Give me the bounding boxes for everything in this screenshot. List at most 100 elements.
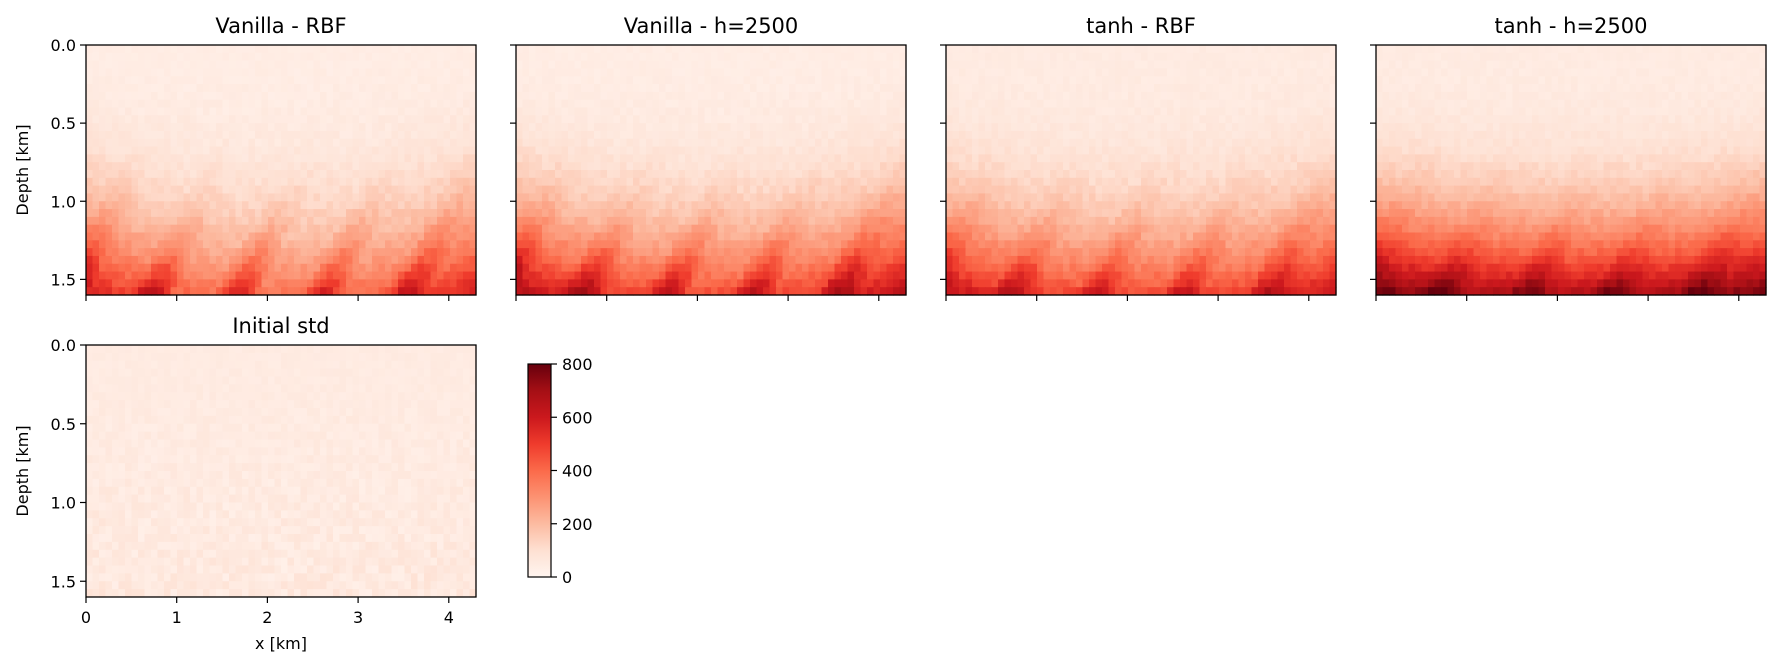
heatmap-cell <box>1121 170 1129 179</box>
heatmap-cell <box>607 232 615 241</box>
heatmap-cell <box>411 240 419 249</box>
heatmap-cell <box>535 185 543 195</box>
heatmap-cell <box>991 91 999 101</box>
heatmap-cell <box>326 201 334 210</box>
heatmap-cell <box>339 201 347 210</box>
heatmap-cell <box>678 170 686 179</box>
heatmap-cell <box>469 216 477 226</box>
heatmap-cell <box>391 271 399 280</box>
heatmap-cell <box>652 240 660 249</box>
heatmap-cell <box>242 84 250 93</box>
heatmap-cell <box>1297 123 1305 132</box>
heatmap-cell <box>294 232 302 241</box>
heatmap-cell <box>112 107 120 116</box>
heatmap-cell <box>724 193 732 202</box>
heatmap-cell <box>183 224 191 234</box>
heatmap-cell <box>711 255 719 265</box>
heatmap-cell <box>730 60 738 70</box>
heatmap-cell <box>365 232 373 241</box>
heatmap-cell <box>542 52 550 62</box>
heatmap-cell <box>307 271 315 280</box>
heatmap-cell <box>1024 99 1032 109</box>
heatmap-cell <box>607 68 615 77</box>
heatmap-cell <box>1193 170 1201 179</box>
heatmap-cell <box>112 209 120 218</box>
heatmap-cell <box>1128 130 1136 140</box>
heatmap-cell <box>1323 123 1331 132</box>
heatmap-cell <box>385 84 393 93</box>
heatmap-cell <box>946 177 954 187</box>
heatmap-cell <box>834 209 842 218</box>
heatmap-cell <box>183 177 191 187</box>
heatmap-cell <box>222 107 230 116</box>
heatmap-cell <box>450 279 458 288</box>
heatmap-cell <box>860 177 868 187</box>
heatmap-cell <box>294 224 302 234</box>
heatmap-cell <box>574 45 582 54</box>
heatmap-cell <box>1225 99 1233 109</box>
heatmap-cell <box>1264 68 1272 77</box>
heatmap-cell <box>834 240 842 249</box>
heatmap-cell <box>151 255 159 265</box>
heatmap-cell <box>404 216 412 226</box>
heatmap-cell <box>620 146 628 155</box>
heatmap-cell <box>222 287 230 296</box>
heatmap-cell <box>411 185 419 195</box>
heatmap-cell <box>828 45 836 54</box>
heatmap-cell <box>125 91 133 101</box>
heatmap-cell <box>555 52 563 62</box>
heatmap-cell <box>652 224 660 234</box>
heatmap-cell <box>463 60 471 70</box>
heatmap-cell <box>834 271 842 280</box>
heatmap-cell <box>1212 107 1220 116</box>
heatmap-cell <box>561 232 569 241</box>
heatmap-cell <box>222 60 230 70</box>
heatmap-cell <box>516 232 524 241</box>
heatmap-cell <box>307 162 315 171</box>
heatmap-cell <box>548 209 556 218</box>
heatmap-cell <box>300 45 308 54</box>
heatmap-cell <box>307 279 315 288</box>
heatmap-cell <box>555 162 563 171</box>
heatmap-cell <box>365 154 373 163</box>
heatmap-cell <box>118 271 126 280</box>
heatmap-cell <box>665 170 673 179</box>
heatmap-cell <box>672 209 680 218</box>
heatmap-cell <box>542 162 550 171</box>
heatmap-cell <box>717 263 725 273</box>
heatmap-cell <box>365 84 373 93</box>
heatmap-cell <box>1277 154 1285 163</box>
heatmap-cell <box>365 240 373 249</box>
heatmap-cell <box>359 146 367 155</box>
heatmap-cell <box>1069 115 1077 124</box>
heatmap-cell <box>899 177 907 187</box>
heatmap-cell <box>105 255 113 265</box>
heatmap-cell <box>698 76 706 85</box>
heatmap-cell <box>352 45 360 54</box>
heatmap-cell <box>404 154 412 163</box>
heatmap-cell <box>203 107 211 116</box>
heatmap-cell <box>1134 99 1142 109</box>
heatmap-cell <box>965 162 973 171</box>
heatmap-cell <box>112 224 120 234</box>
heatmap-cell <box>203 52 211 62</box>
heatmap-cell <box>281 138 289 148</box>
heatmap-cell <box>1141 177 1149 187</box>
heatmap-cell <box>899 99 907 109</box>
heatmap-cell <box>1173 123 1181 132</box>
heatmap-cell <box>372 154 380 163</box>
heatmap-cell <box>190 185 198 195</box>
heatmap-cell <box>561 138 569 148</box>
heatmap-cell <box>574 68 582 77</box>
heatmap-cell <box>847 201 855 210</box>
heatmap-cell <box>717 76 725 85</box>
heatmap-cell <box>880 130 888 140</box>
heatmap-cell <box>365 201 373 210</box>
heatmap-cell <box>1232 60 1240 70</box>
heatmap-cell <box>1323 138 1331 148</box>
heatmap-cell <box>1206 177 1214 187</box>
heatmap-cell <box>802 279 810 288</box>
heatmap-cell <box>769 99 777 109</box>
heatmap-cell <box>294 287 302 296</box>
heatmap-cell <box>365 99 373 109</box>
